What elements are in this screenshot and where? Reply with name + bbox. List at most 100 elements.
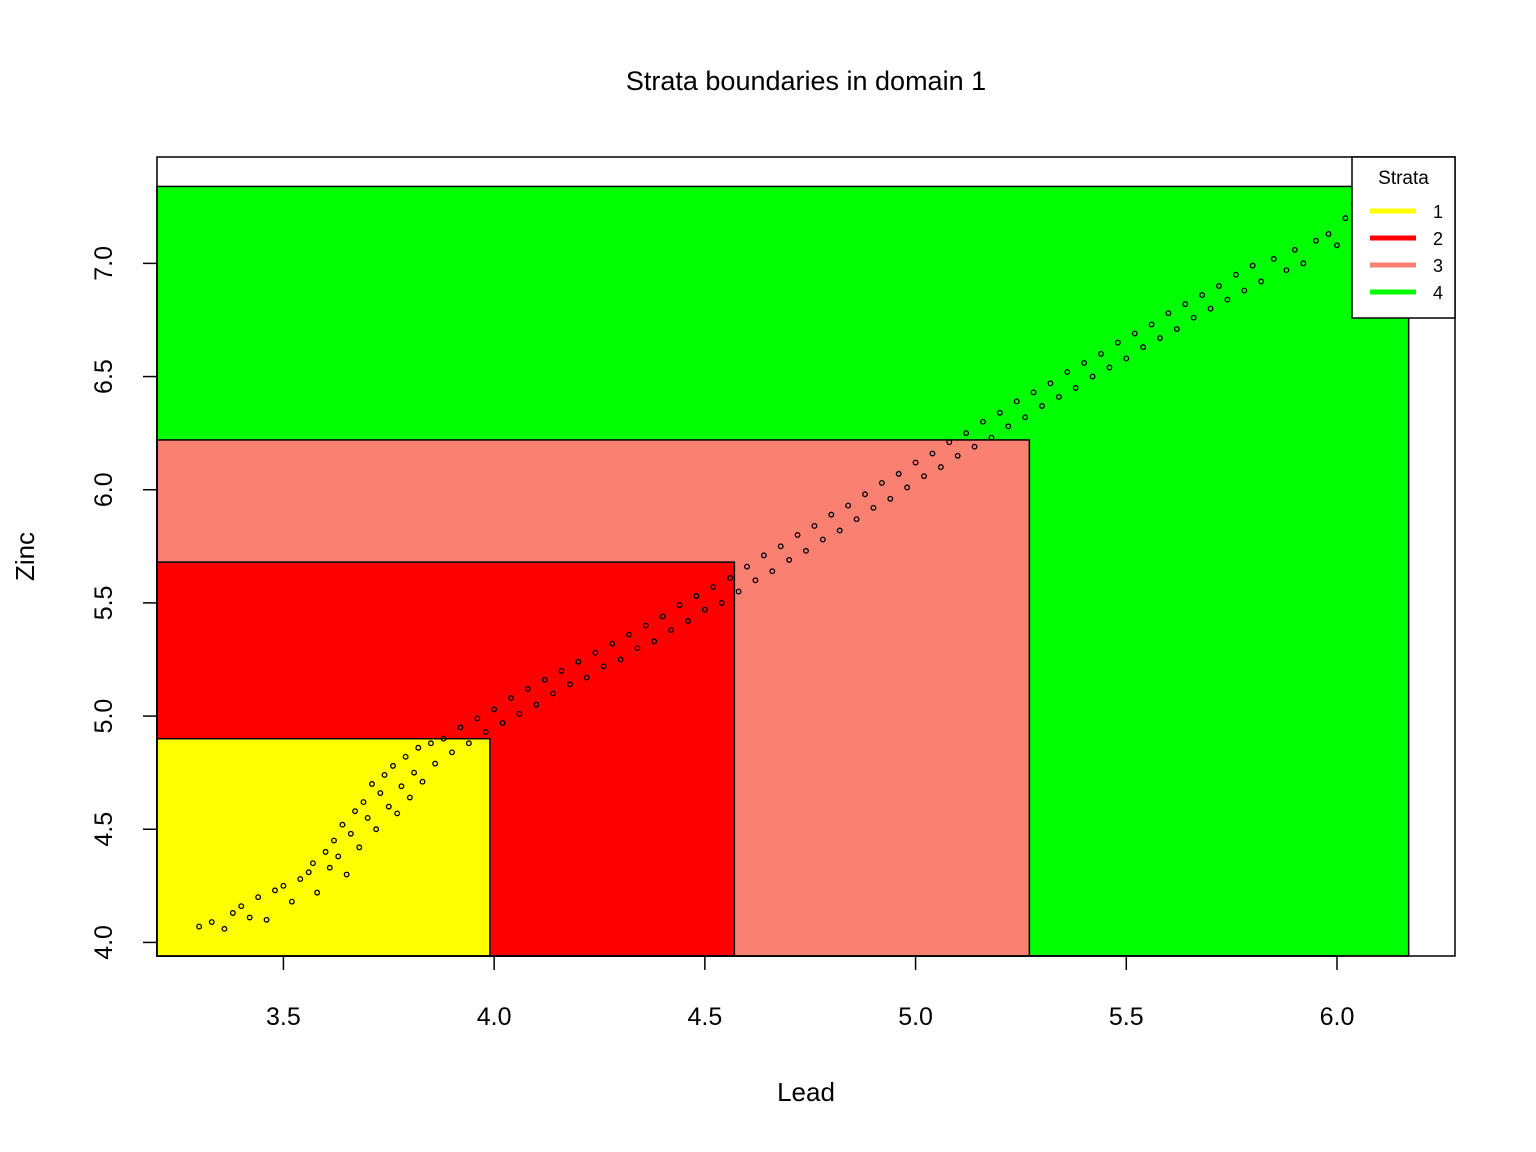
data-point	[845, 502, 852, 509]
data-point	[541, 676, 548, 683]
data-point	[685, 618, 691, 624]
data-point	[411, 769, 418, 776]
data-point	[1232, 271, 1239, 278]
x-tick-label: 4.5	[687, 1003, 722, 1031]
data-point	[1098, 350, 1104, 357]
data-point	[491, 706, 498, 713]
data-point	[229, 910, 236, 916]
data-point	[912, 459, 919, 466]
data-point	[1131, 330, 1138, 337]
data-point	[1270, 255, 1277, 262]
x-tick-label: 4.0	[477, 1003, 512, 1031]
data-point	[381, 771, 388, 778]
data-point	[946, 439, 953, 446]
data-point	[937, 464, 944, 471]
data-point	[1216, 283, 1222, 289]
y-tick-label: 6.5	[90, 359, 118, 394]
data-point	[1089, 373, 1096, 380]
data-point	[508, 695, 514, 701]
data-point	[516, 710, 523, 717]
data-point	[592, 649, 599, 656]
data-point	[1173, 326, 1180, 332]
data-point	[314, 889, 321, 896]
data-point	[1022, 414, 1029, 421]
legend-label-4: 4	[1433, 283, 1443, 303]
data-point	[1283, 267, 1290, 274]
data-point	[929, 450, 936, 457]
data-point	[550, 690, 557, 697]
legend: Strata 1 2 3 4	[1351, 156, 1456, 319]
data-point	[980, 418, 986, 425]
data-point	[870, 504, 877, 511]
data-point	[1165, 310, 1172, 317]
data-point	[853, 516, 860, 523]
data-point	[760, 552, 767, 559]
data-point	[1140, 344, 1147, 351]
legend-label-3: 3	[1433, 256, 1443, 276]
data-point	[634, 645, 641, 652]
legend-title: Strata	[1378, 168, 1429, 189]
data-point	[339, 821, 346, 828]
data-point	[1342, 215, 1349, 222]
legend-label-1: 1	[1433, 202, 1443, 222]
data-point	[626, 631, 632, 638]
data-point	[221, 925, 228, 932]
data-point	[415, 744, 422, 751]
data-point	[280, 882, 287, 889]
data-point	[710, 584, 717, 591]
data-point	[954, 452, 961, 459]
data-point	[364, 814, 371, 821]
data-point	[352, 808, 359, 815]
data-point	[449, 749, 455, 756]
data-point	[811, 522, 818, 529]
data-point	[836, 527, 843, 534]
data-point	[794, 532, 801, 538]
data-point	[1224, 296, 1231, 303]
data-point	[427, 740, 434, 747]
data-point	[921, 473, 927, 480]
data-point	[600, 663, 607, 670]
y-axis-title: Zinc	[10, 532, 40, 581]
data-point	[309, 860, 316, 867]
x-tick-label: 5.5	[1109, 1003, 1144, 1031]
data-point	[583, 674, 590, 681]
data-point	[499, 719, 506, 726]
data-point	[440, 735, 447, 742]
data-point	[1064, 369, 1071, 375]
chart-title: Strata boundaries in domain 1	[626, 66, 986, 96]
x-tick-label: 3.5	[266, 1003, 301, 1031]
data-point	[887, 495, 894, 502]
data-point	[394, 810, 401, 817]
data-point	[1114, 339, 1121, 346]
data-point	[335, 853, 342, 860]
data-point	[322, 848, 329, 855]
data-point	[385, 803, 392, 810]
data-point	[1199, 292, 1206, 299]
data-point	[343, 871, 350, 878]
data-point	[718, 599, 725, 606]
data-point	[693, 593, 700, 600]
data-point	[1047, 380, 1054, 387]
stratum-1-region	[156, 737, 491, 957]
data-point	[406, 794, 413, 801]
data-point	[390, 762, 396, 769]
y-tick-label: 5.5	[90, 586, 118, 621]
data-point	[533, 701, 540, 708]
data-point	[786, 556, 793, 563]
data-point	[769, 568, 776, 575]
data-point	[419, 778, 426, 785]
data-point	[1312, 237, 1319, 244]
data-point	[996, 409, 1003, 416]
data-point	[1334, 242, 1340, 249]
data-point	[373, 826, 380, 833]
data-point	[862, 491, 868, 498]
data-point	[272, 887, 278, 894]
data-point	[465, 740, 472, 747]
data-point	[356, 844, 363, 851]
data-point	[1039, 403, 1045, 409]
legend-label-2: 2	[1433, 229, 1443, 249]
data-point	[1123, 355, 1130, 362]
data-point	[668, 627, 675, 634]
data-point	[1072, 384, 1079, 391]
data-point	[1013, 398, 1020, 405]
